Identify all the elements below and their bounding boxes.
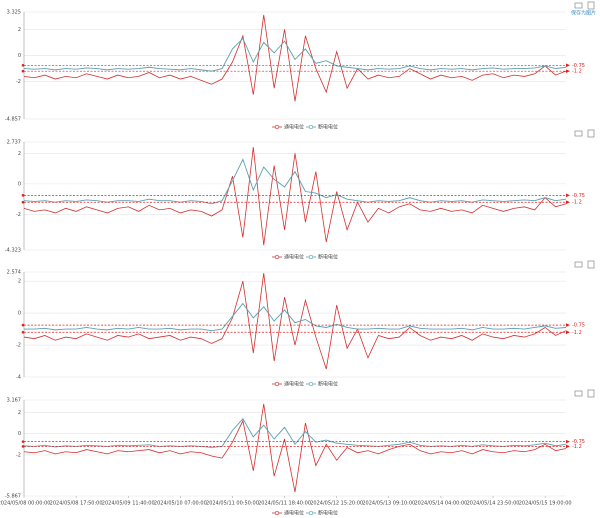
- mark-line-start: [21, 445, 25, 448]
- legend-marker: [274, 510, 280, 516]
- y-tick-label: -4: [16, 375, 21, 381]
- save-icon[interactable]: [587, 129, 595, 138]
- mark-line-start: [21, 194, 25, 197]
- y-tick-label: 2: [18, 151, 21, 157]
- series-line: [24, 302, 567, 332]
- mark-line-arrow: [566, 323, 570, 327]
- legend-marker: [308, 510, 314, 516]
- x-tick-label: 2024/05/08 17:50:00: [50, 501, 103, 507]
- y-tick-label: -2: [16, 79, 21, 85]
- y-tick-label: 0: [18, 53, 21, 59]
- mark-line-start: [21, 440, 25, 443]
- legend-label: 断电电位: [318, 254, 338, 261]
- x-tick-label: 2024/05/12 15:20:00: [310, 501, 363, 507]
- y-tick-label: -5.867: [5, 494, 21, 500]
- mark-line-start: [21, 330, 25, 334]
- legend-marker: [274, 381, 280, 387]
- y-tick-label: 0: [18, 181, 21, 187]
- series-line: [23, 158, 567, 205]
- mark-line-label: -0.75: [572, 63, 585, 69]
- x-tick-label: 2024/05/09 11:40:00: [102, 501, 155, 507]
- y-tick-label: 0: [18, 311, 21, 317]
- mark-line-label: -0.75: [572, 323, 585, 329]
- mark-line-start: [21, 69, 25, 73]
- y-tick-label: 2: [18, 279, 21, 285]
- mark-line-arrow: [566, 69, 570, 73]
- toolbox-icons: [574, 1, 595, 398]
- y-tick-label: 2.737: [7, 140, 21, 146]
- save-icon[interactable]: [587, 260, 595, 269]
- y-tick-label: -2: [16, 452, 21, 458]
- toolbox-tooltip: 保存为图片: [571, 10, 596, 17]
- mark-line-arrow: [566, 439, 570, 444]
- legend-label: 断电电位: [318, 381, 338, 388]
- legend-label: 通电电位: [284, 381, 304, 388]
- legend-label: 通电电位: [284, 254, 304, 261]
- x-tick-label: 2024/05/13 09:10:00: [362, 501, 415, 507]
- y-tick-label: -4.323: [5, 248, 21, 254]
- y-tick-label: 3.167: [7, 398, 21, 404]
- mark-line-arrow: [566, 330, 570, 335]
- legend-label: 通电电位: [284, 510, 304, 517]
- legend-marker: [308, 254, 314, 260]
- x-tick-label: 2024/05/11 00:50:00: [206, 501, 259, 507]
- mark-line-arrow: [566, 193, 570, 198]
- y-tick-label: -2: [16, 212, 21, 218]
- x-tick-label: 2024/05/15 19:00:00: [519, 501, 572, 507]
- legend-label: 断电电位: [318, 510, 338, 517]
- y-tick-label: 2: [18, 410, 21, 416]
- mark-line-arrow: [566, 444, 570, 449]
- series-line: [23, 147, 567, 246]
- restore-icon[interactable]: [574, 390, 583, 397]
- y-tick-label: 2.574: [7, 270, 21, 276]
- mark-line-label: -1.2: [572, 444, 582, 450]
- legend-marker: [274, 124, 280, 130]
- mark-line-label: -0.75: [572, 193, 585, 199]
- legend-marker: [308, 381, 314, 387]
- legend-label: 断电电位: [318, 124, 338, 131]
- x-tick-label: 2024/05/14 04:00:00: [414, 501, 467, 507]
- y-tick-label: 3.325: [7, 10, 21, 16]
- x-tick-label: 2024/05/10 07:00:00: [154, 501, 207, 507]
- legend-label: 通电电位: [284, 124, 304, 131]
- series-line: [23, 273, 567, 370]
- series-line: [23, 403, 567, 493]
- x-tick-label: 2024/05/14 23:50:00: [467, 501, 520, 507]
- y-tick-label: -4.857: [5, 117, 21, 123]
- x-tick-label: 2024/05/11 18:40:00: [258, 501, 311, 507]
- x-tick-label: 2024/05/08 00:00:00: [0, 501, 50, 507]
- series-line: [23, 14, 567, 102]
- save-icon[interactable]: [587, 1, 595, 10]
- legend-marker: [308, 124, 314, 130]
- mark-line-label: -1.2: [572, 200, 582, 206]
- mark-line-start: [21, 63, 25, 67]
- mark-line-start: [21, 200, 25, 204]
- y-tick-label: 2: [18, 27, 21, 33]
- y-tick-label: -2: [16, 343, 21, 349]
- mark-line-arrow: [566, 200, 570, 205]
- y-tick-label: 0: [18, 431, 21, 437]
- mark-line-arrow: [566, 63, 570, 68]
- restore-icon[interactable]: [574, 261, 583, 268]
- legend-marker: [274, 254, 280, 260]
- restore-icon[interactable]: [574, 130, 583, 137]
- mark-line-label: -0.75: [572, 439, 585, 445]
- save-icon[interactable]: [587, 389, 595, 398]
- restore-icon[interactable]: [574, 2, 583, 9]
- mark-line-start: [21, 323, 25, 327]
- mark-line-label: -1.2: [572, 69, 582, 75]
- series-line: [23, 418, 567, 448]
- series-line: [23, 37, 567, 72]
- mark-line-label: -1.2: [572, 330, 582, 336]
